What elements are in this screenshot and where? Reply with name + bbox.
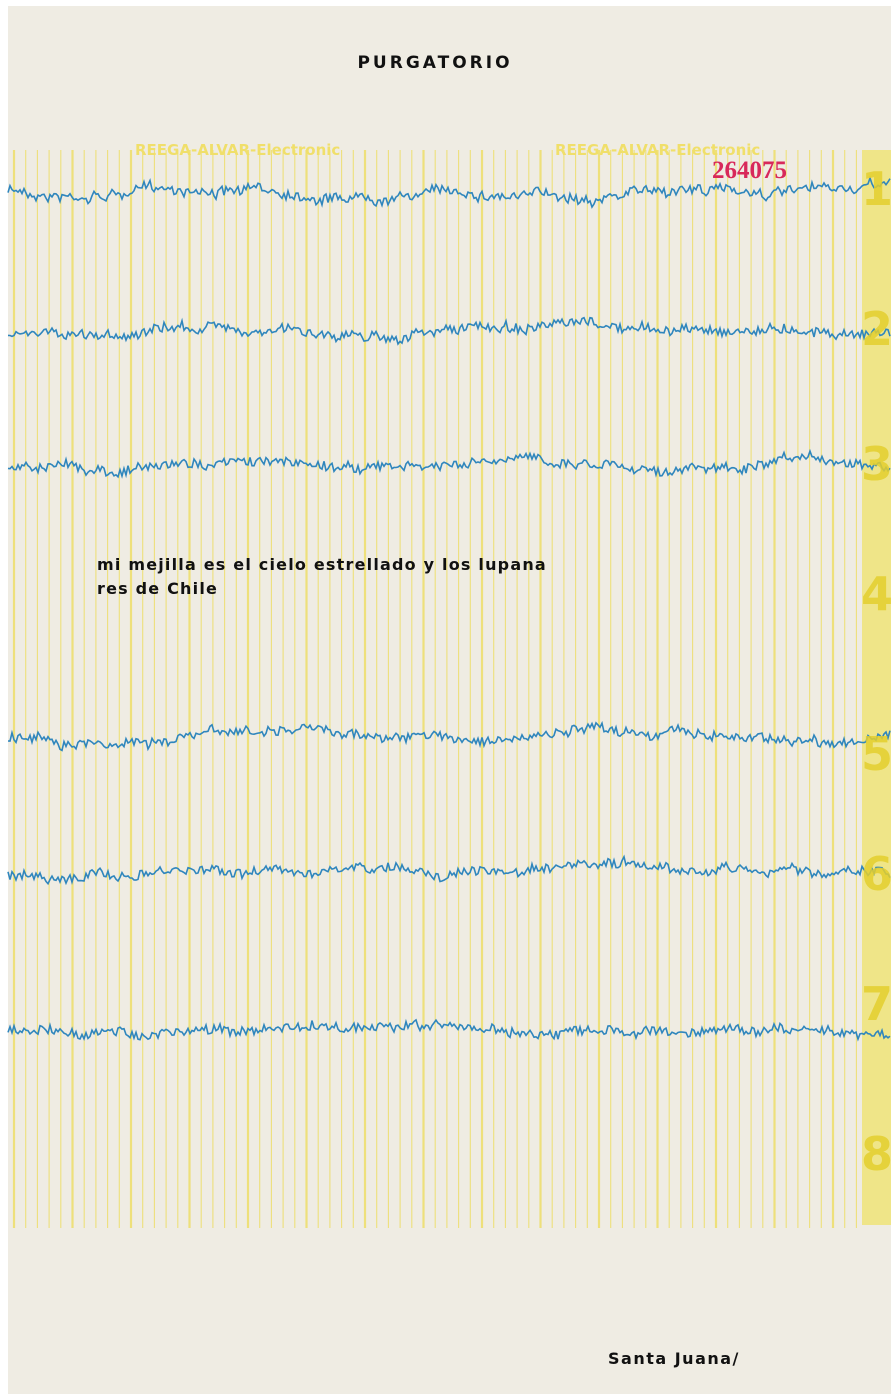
poem-line: res de Chile [97, 579, 218, 598]
margin-number: 2 [861, 302, 891, 356]
paper [8, 6, 891, 1394]
margin-number: 4 [861, 567, 891, 621]
paper-header: REEGA-ALVAR-Electronic [135, 141, 340, 159]
margin-number: 5 [861, 727, 891, 781]
margin-number: 7 [861, 977, 891, 1031]
page: PURGATORIO REEGA-ALVAR-Electronic REEGA-… [0, 0, 891, 1399]
serial-number: 264075 [712, 157, 787, 184]
signature: Santa Juana/ [608, 1349, 740, 1368]
margin-number: 1 [861, 162, 891, 216]
poem-line: mi mejilla es el cielo estrellado y los … [97, 555, 547, 574]
margin-number: 6 [861, 847, 891, 901]
title: PURGATORIO [357, 53, 512, 73]
book-cover: PURGATORIO REEGA-ALVAR-Electronic REEGA-… [0, 0, 891, 1399]
margin-number: 8 [861, 1127, 891, 1181]
margin-number: 3 [861, 437, 891, 491]
